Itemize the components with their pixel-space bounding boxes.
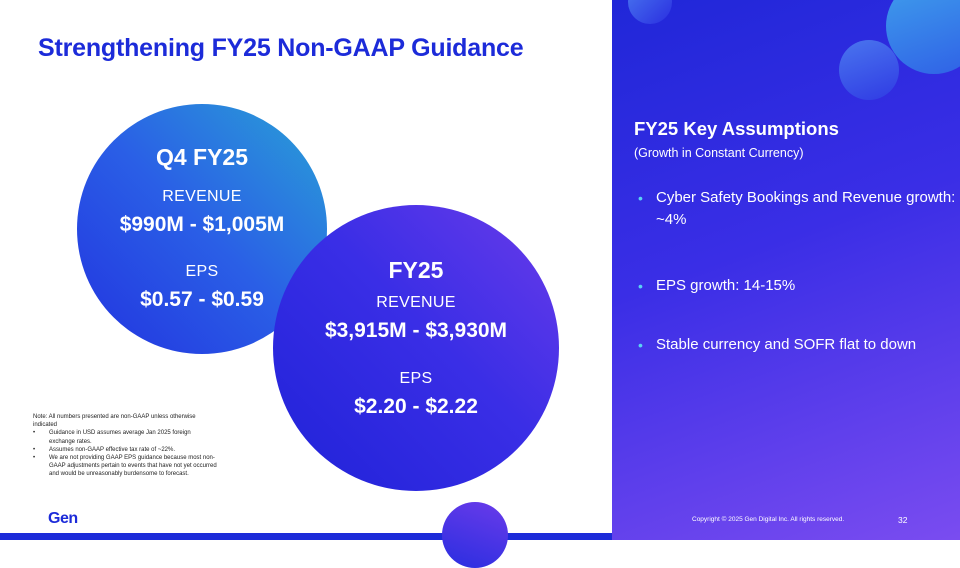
q4-eps-label: EPS [185,263,219,280]
assumptions-panel: FY25 Key Assumptions (Growth in Constant… [612,0,960,540]
page-number: 32 [898,515,908,525]
q4-eps-value: $0.57 - $0.59 [140,288,264,311]
q4-guidance-circle: Q4 FY25 REVENUE $990M - $1,005M EPS $0.5… [77,104,327,354]
gen-logo: Gen [48,510,78,527]
assumption-text: EPS growth: 14-15% [656,277,796,294]
fy-revenue-label: REVENUE [376,294,456,311]
decorative-orb [839,40,899,100]
bullet-icon: • [638,337,643,353]
panel-subtitle: (Growth in Constant Currency) [634,146,804,160]
panel-title: FY25 Key Assumptions [634,118,839,139]
bullet-icon: • [638,278,643,294]
decorative-orb [442,502,508,568]
copyright-text: Copyright © 2025 Gen Digital Inc. All ri… [692,516,845,523]
assumption-text: Cyber Safety Bookings and Revenue growth… [656,189,956,228]
fy-revenue-value: $3,915M - $3,930M [324,319,508,342]
slide-title: Strengthening FY25 Non-GAAP Guidance [38,34,524,62]
assumption-item: • Cyber Safety Bookings and Revenue grow… [638,187,956,231]
footnote-item: Assumes non-GAAP effective tax rate of ~… [33,446,218,454]
footnote-item: We are not providing GAAP EPS guidance b… [33,454,218,479]
fy-eps-label: EPS [399,370,433,387]
assumption-item: • EPS growth: 14-15% [638,275,956,297]
footnote: Note: All numbers presented are non-GAAP… [33,413,218,479]
q4-revenue-value: $990M - $1,005M [119,213,285,236]
assumption-item: • Stable currency and SOFR flat to down [638,334,956,356]
q4-revenue-label: REVENUE [162,188,242,205]
fy-eps-value: $2.20 - $2.22 [354,395,478,418]
fy-guidance-circle: FY25 REVENUE $3,915M - $3,930M EPS $2.20… [273,205,559,491]
fy-heading: FY25 [388,257,444,283]
q4-heading: Q4 FY25 [155,144,249,170]
footnote-item: Guidance in USD assumes average Jan 2025… [33,429,218,445]
bullet-icon: • [638,190,643,206]
footnote-intro: Note: All numbers presented are non-GAAP… [33,414,196,429]
assumption-text: Stable currency and SOFR flat to down [656,336,917,353]
bottom-accent-bar [0,533,620,540]
decorative-orb [628,0,672,24]
